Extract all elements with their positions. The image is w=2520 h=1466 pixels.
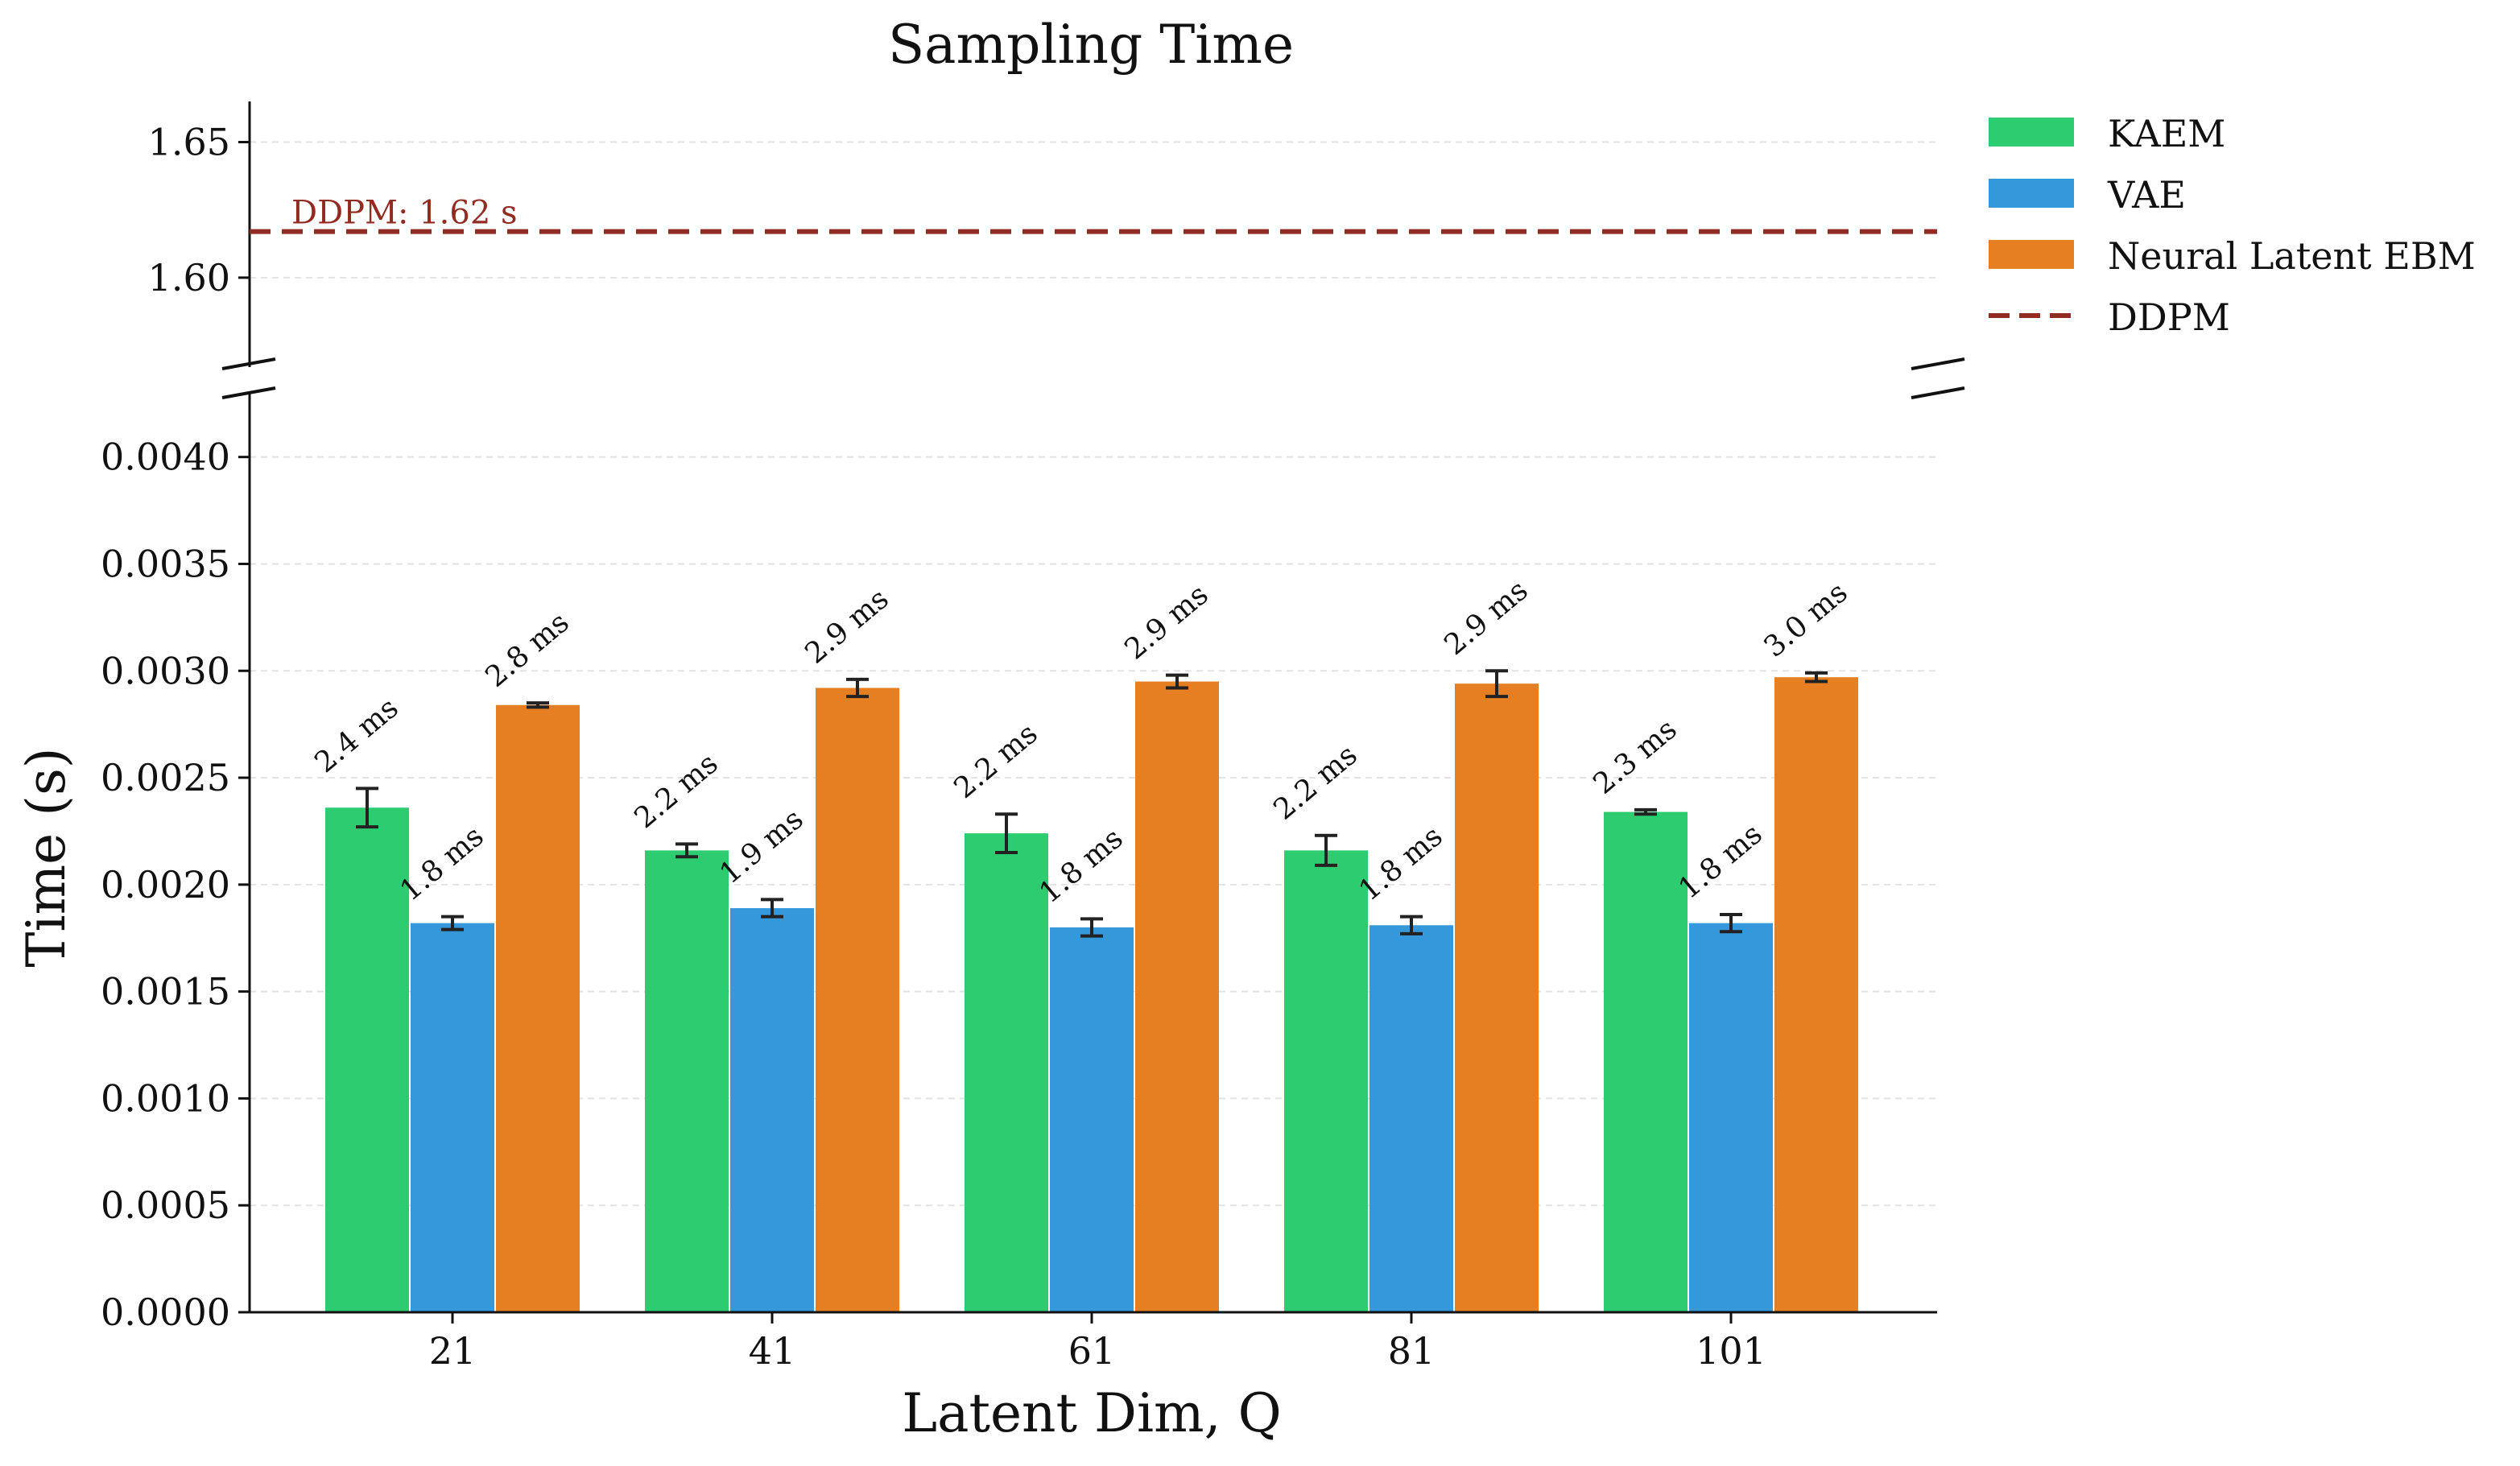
break-mark-right-top [1911, 357, 1965, 370]
bar-neural-latent-ebm [496, 704, 580, 1312]
error-bars [356, 669, 1828, 938]
x-tick-label: 21 [429, 1329, 477, 1373]
bar-neural-latent-ebm [1455, 683, 1539, 1312]
lower-y-tick-label: 0.0015 [101, 970, 230, 1014]
bar-value-label: 1.9 ms [713, 803, 809, 890]
bar-neural-latent-ebm [1135, 681, 1219, 1312]
bar-vae [1689, 923, 1773, 1312]
bar-value-label: 2.2 ms [948, 717, 1043, 805]
upper-y-tick-label: 1.65 [148, 121, 230, 164]
axis-break-marks [221, 357, 1965, 399]
bar-kaem [1604, 811, 1688, 1312]
bar-vae [411, 923, 494, 1312]
bar-series [325, 677, 1858, 1312]
x-tick-label: 41 [749, 1329, 796, 1373]
lower-y-tick-label: 0.0035 [101, 542, 230, 585]
bar-vae [1050, 927, 1134, 1312]
legend-swatch [1989, 118, 2074, 147]
lower-y-tick-label: 0.0025 [101, 756, 230, 799]
x-tick-label: 81 [1388, 1329, 1436, 1373]
legend-label: DDPM [2108, 295, 2230, 339]
x-axis-label: Latent Dim, Q [902, 1382, 1281, 1444]
legend-label: KAEM [2108, 112, 2225, 155]
bar-vae [730, 908, 814, 1312]
upper-y-tick-label: 1.60 [148, 256, 230, 299]
bar-value-label: 2.9 ms [799, 582, 894, 670]
y-axis-label: Time (s) [15, 747, 77, 967]
ddpm-reference-label: DDPM: 1.62 s [291, 195, 518, 232]
bar-value-label: 2.2 ms [628, 747, 724, 835]
legend-swatch [1989, 179, 2074, 208]
bar-kaem [325, 807, 409, 1312]
upper-panel: 1.60 1.65 DDPM: 1.62 s [148, 101, 1965, 399]
lower-y-tick-label: 0.0005 [101, 1183, 230, 1227]
bar-value-label: 2.9 ms [1438, 574, 1534, 662]
bar-neural-latent-ebm [816, 688, 899, 1312]
bar-kaem [1284, 850, 1368, 1312]
bar-value-label: 2.4 ms [308, 692, 404, 779]
lower-y-ticks: 0.0000 0.0005 0.0010 0.0015 0.0020 0.0025 0.00… [101, 436, 250, 1334]
x-tick-label: 61 [1068, 1329, 1116, 1373]
x-tick-label: 101 [1696, 1329, 1766, 1373]
legend-label: VAE [2107, 173, 2186, 217]
x-ticks: 21 41 61 81 101 [429, 1312, 1766, 1373]
break-mark-right-bottom [1911, 386, 1965, 399]
legend-label: Neural Latent EBM [2108, 234, 2476, 278]
bar-kaem [645, 850, 729, 1312]
bar-value-label: 2.9 ms [1118, 578, 1214, 666]
bar-value-label: 2.8 ms [479, 606, 575, 694]
bar-value-label: 3.0 ms [1758, 576, 1853, 663]
lower-y-tick-label: 0.0010 [101, 1076, 230, 1120]
lower-panel: 0.0000 0.0005 0.0010 0.0015 0.0020 0.0025 0.00… [101, 393, 1937, 1373]
break-mark-left-top [221, 357, 276, 370]
lower-y-tick-label: 0.0030 [101, 649, 230, 692]
bar-kaem [965, 833, 1048, 1312]
lower-y-tick-label: 0.0000 [101, 1290, 230, 1334]
lower-y-tick-label: 0.0040 [101, 436, 230, 479]
legend: KAEM VAE Neural Latent EBM DDPM [1989, 112, 2476, 339]
upper-y-ticks: 1.60 1.65 [148, 121, 250, 299]
lower-y-tick-label: 0.0020 [101, 863, 230, 906]
bar-vae [1369, 925, 1453, 1312]
bar-neural-latent-ebm [1774, 677, 1858, 1312]
bar-value-label: 2.3 ms [1587, 712, 1683, 800]
bar-value-label: 2.2 ms [1267, 738, 1363, 826]
chart-title: Sampling Time [888, 14, 1294, 76]
legend-swatch [1989, 240, 2074, 269]
